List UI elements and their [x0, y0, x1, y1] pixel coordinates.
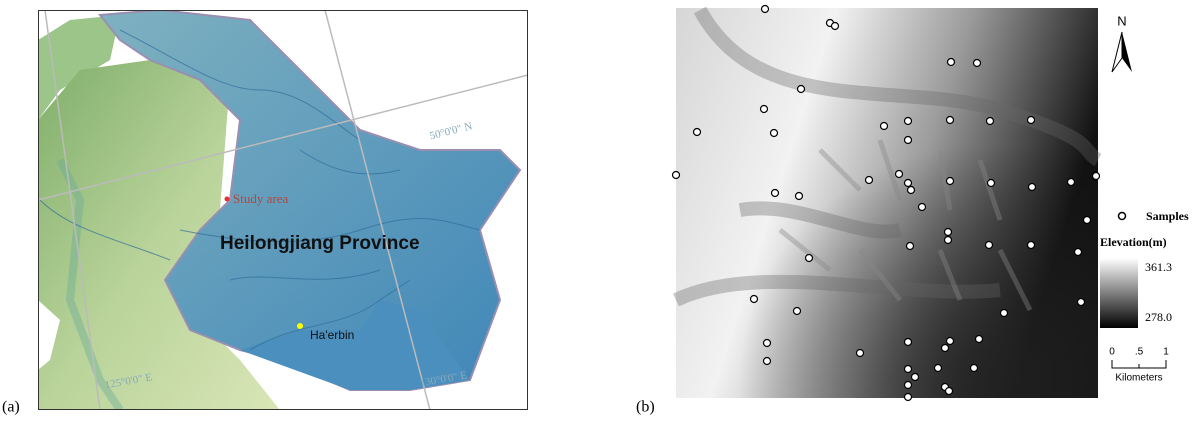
north-arrow: [1112, 32, 1122, 72]
sample-point: [764, 340, 771, 347]
sample-point: [881, 123, 888, 130]
map-a: 50°0'0" N 125°0'0" E 130°0'0" E Study ar…: [38, 10, 528, 410]
province-label: Heilongjiang Province: [220, 233, 420, 254]
legend-high: 361.3: [1145, 260, 1172, 274]
map-b: [676, 8, 1098, 398]
sample-point: [976, 336, 983, 343]
sample-point: [771, 130, 778, 137]
north-arrow: [1122, 32, 1132, 72]
panel-label: (b): [636, 399, 655, 416]
legend-title: Elevation(m): [1100, 235, 1167, 249]
color-ramp: [1100, 258, 1138, 328]
study-area-marker: [225, 197, 230, 202]
sample-point: [974, 60, 981, 67]
scale-tick: 0: [1109, 347, 1115, 358]
sample-point: [806, 255, 813, 262]
city-marker: [297, 323, 303, 329]
sample-point: [905, 118, 912, 125]
sample-point: [1029, 184, 1036, 191]
sample-point: [947, 338, 954, 345]
scale-tick: .5: [1135, 347, 1144, 358]
sample-point: [905, 382, 912, 389]
scale-tick: 1: [1163, 347, 1169, 358]
sample-point: [905, 366, 912, 373]
sample-point: [694, 129, 701, 136]
sample-point: [908, 187, 915, 194]
sample-point: [796, 193, 803, 200]
sample-point: [919, 204, 926, 211]
sample-point: [946, 388, 953, 395]
sample-point: [761, 106, 768, 113]
sample-point: [1075, 249, 1082, 256]
sample-point: [1084, 217, 1091, 224]
sample-point: [986, 242, 993, 249]
sample-point: [905, 339, 912, 346]
scale-unit: Kilometers: [1115, 373, 1162, 384]
sample-point: [772, 190, 779, 197]
city-label: Ha'erbin: [310, 328, 354, 342]
sample-point: [857, 350, 864, 357]
sample-point: [896, 171, 903, 178]
study-area-label: Study area: [233, 191, 288, 206]
sample-point: [971, 365, 978, 372]
sample-point: [794, 308, 801, 315]
sample-point: [905, 137, 912, 144]
legend-low: 278.0: [1145, 310, 1172, 324]
sample-point: [1078, 299, 1085, 306]
sample-point: [1028, 242, 1035, 249]
sample-point: [945, 229, 952, 236]
sample-point: [912, 374, 919, 381]
sample-point: [905, 180, 912, 187]
sample-point: [907, 243, 914, 250]
sample-point: [673, 172, 680, 179]
sample-point: [947, 178, 954, 185]
sample-point: [1068, 179, 1075, 186]
sample-point: [832, 23, 839, 30]
figure: 50°0'0" N 125°0'0" E 130°0'0" E Study ar…: [0, 0, 1198, 419]
sample-point: [988, 180, 995, 187]
sample-point: [1093, 173, 1100, 180]
scale-bar: [1112, 360, 1166, 368]
sample-point: [866, 177, 873, 184]
sample-point: [751, 296, 758, 303]
panel-label: (a): [2, 399, 20, 416]
sample-point: [945, 237, 952, 244]
north-label: N: [1117, 13, 1126, 28]
sample-point: [905, 394, 912, 401]
sample-point: [764, 358, 771, 365]
sample-point: [1001, 310, 1008, 317]
sample-point: [942, 345, 949, 352]
sample-point: [948, 59, 955, 66]
sample-point: [987, 118, 994, 125]
sample-point: [762, 6, 769, 13]
legend-samples: Samples: [1146, 209, 1189, 223]
legend-sample-symbol: [1119, 213, 1126, 220]
sample-point: [935, 365, 942, 372]
sample-point: [798, 86, 805, 93]
sample-point: [1028, 117, 1035, 124]
sample-point: [947, 117, 954, 124]
